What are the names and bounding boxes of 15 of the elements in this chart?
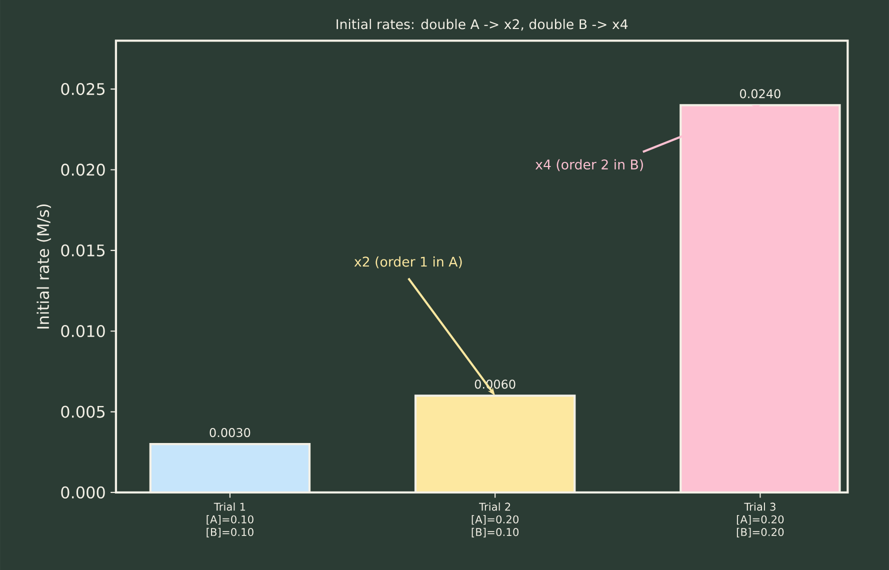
y-tick-label: 0.005 bbox=[61, 406, 105, 418]
y-tick-label: 0.020 bbox=[61, 163, 105, 176]
annotation: x4 (order 2 in B) bbox=[535, 158, 643, 171]
annotation: x2 (order 1 in A) bbox=[354, 256, 462, 268]
y-tick-label: 0.015 bbox=[61, 244, 105, 256]
x-tick-label: Trial 1 [A]=0.10 [B]=0.10 bbox=[206, 502, 254, 538]
data-label: 0.0240 bbox=[740, 88, 780, 98]
data-label: 0.0030 bbox=[210, 428, 250, 437]
y-tick-label: 0.010 bbox=[61, 324, 105, 337]
y-axis-title: Initial rate (M/s) bbox=[36, 204, 51, 328]
y-tick-label: 0.000 bbox=[61, 486, 105, 498]
chart-title: Initial rates: double A -> x2, double B -> x4 bbox=[336, 18, 628, 30]
x-tick-label: Trial 3 [A]=0.20 [B]=0.20 bbox=[736, 502, 784, 538]
y-tick-label: 0.025 bbox=[61, 82, 105, 95]
x-tick-label: Trial 2 [A]=0.20 [B]=0.10 bbox=[472, 502, 519, 538]
